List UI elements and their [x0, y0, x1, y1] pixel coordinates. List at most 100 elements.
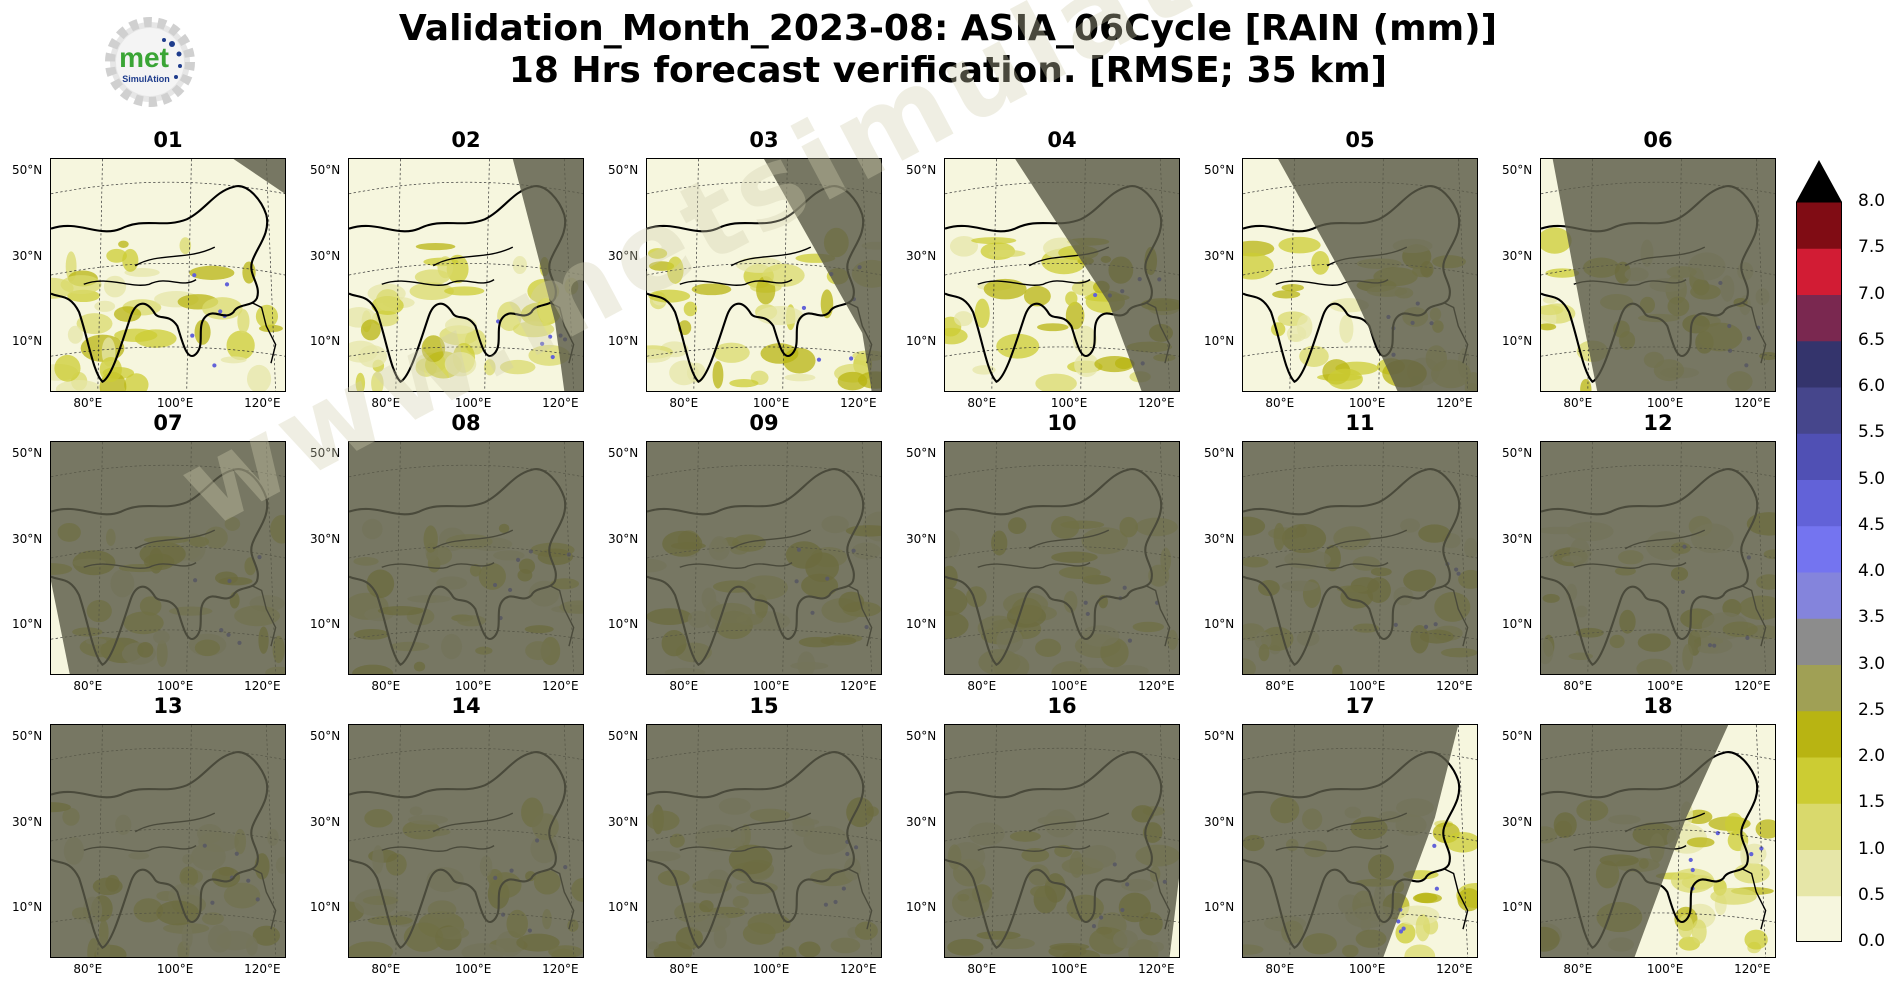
- colorbar-segment: [1796, 479, 1842, 527]
- lon-tick-label: 100°E: [454, 962, 492, 976]
- colorbar-segment: [1796, 849, 1842, 897]
- lon-tick-label: 80°E: [73, 396, 103, 410]
- lon-tick-label: 100°E: [1050, 962, 1088, 976]
- panel-title: 11: [1345, 411, 1375, 435]
- map-panel: [348, 441, 584, 675]
- lat-tick-label: 10°N: [310, 333, 341, 348]
- lon-tick-label: 80°E: [73, 679, 103, 693]
- map-panel: [1242, 724, 1478, 958]
- lat-tick-label: 30°N: [906, 532, 937, 547]
- lat-tick-label: 10°N: [1204, 616, 1235, 631]
- colorbar-tick-label: 1.0: [1858, 838, 1886, 859]
- colorbar-segment: [1796, 248, 1842, 295]
- map-panel: [1540, 441, 1776, 675]
- lat-tick-label: 10°N: [310, 616, 341, 631]
- lat-tick-label: 30°N: [1204, 249, 1235, 264]
- lat-tick-label: 30°N: [1502, 815, 1533, 830]
- colorbar-segment: [1796, 387, 1842, 434]
- lon-tick-label: 80°E: [1563, 679, 1593, 693]
- lon-tick-label: 100°E: [1646, 679, 1684, 693]
- map-panel: [944, 724, 1180, 958]
- colorbar-segment: [1796, 525, 1842, 573]
- lon-tick-label: 120°E: [1734, 679, 1771, 693]
- panel-title: 14: [451, 694, 481, 718]
- map-panel: [1540, 158, 1776, 392]
- panel-title: 12: [1643, 411, 1673, 435]
- lon-tick-label: 100°E: [1348, 679, 1386, 693]
- map-panel: [50, 724, 286, 958]
- map-panel: [1540, 724, 1776, 958]
- lon-tick-label: 100°E: [1646, 962, 1684, 976]
- lat-tick-label: 50°N: [310, 728, 341, 743]
- lon-tick-label: 80°E: [967, 396, 997, 410]
- panel-title: 03: [749, 128, 779, 152]
- lon-tick-label: 100°E: [1050, 679, 1088, 693]
- lat-tick-label: 30°N: [12, 249, 43, 264]
- map-panel: [646, 724, 882, 958]
- lon-tick-label: 120°E: [542, 962, 579, 976]
- colorbar-tick-label: 7.5: [1858, 237, 1886, 258]
- panel-title: 05: [1345, 128, 1375, 152]
- map-panel: [646, 441, 882, 675]
- colorbar-tick-label: 4.0: [1858, 561, 1886, 581]
- lon-tick-label: 80°E: [669, 962, 699, 976]
- panel-title: 16: [1047, 694, 1077, 718]
- lon-tick-label: 120°E: [840, 679, 877, 693]
- lat-tick-label: 10°N: [12, 899, 43, 914]
- map-panel: [348, 724, 584, 958]
- lat-tick-label: 50°N: [12, 162, 43, 177]
- lon-tick-label: 120°E: [542, 679, 579, 693]
- colorbar-segment: [1796, 618, 1842, 665]
- lat-tick-label: 10°N: [1502, 899, 1533, 914]
- lat-tick-label: 30°N: [608, 249, 639, 264]
- lon-tick-label: 120°E: [1138, 396, 1175, 410]
- lon-tick-label: 120°E: [1734, 396, 1771, 410]
- lon-tick-label: 120°E: [1138, 679, 1175, 693]
- lon-tick-label: 100°E: [1050, 396, 1088, 410]
- lon-tick-label: 100°E: [1348, 962, 1386, 976]
- lon-tick-label: 80°E: [1265, 962, 1295, 976]
- lat-tick-label: 50°N: [906, 445, 937, 460]
- map-panel: [1242, 158, 1478, 392]
- lat-tick-label: 50°N: [1502, 445, 1533, 460]
- colorbar-segment: [1796, 572, 1842, 619]
- lat-tick-label: 10°N: [906, 616, 937, 631]
- lat-tick-label: 10°N: [12, 333, 43, 348]
- panel-title: 13: [153, 694, 183, 718]
- lon-tick-label: 80°E: [371, 679, 401, 693]
- lat-tick-label: 30°N: [608, 815, 639, 830]
- lat-tick-label: 30°N: [1204, 532, 1235, 547]
- lon-tick-label: 120°E: [1138, 962, 1175, 976]
- colorbar-segment: [1796, 757, 1842, 804]
- colorbar-tick-label: 3.5: [1858, 607, 1886, 628]
- lon-tick-label: 80°E: [1563, 962, 1593, 976]
- lon-tick-label: 80°E: [1265, 396, 1295, 410]
- lon-tick-label: 80°E: [669, 396, 699, 410]
- lon-tick-label: 80°E: [73, 962, 103, 976]
- colorbar-segment: [1796, 664, 1842, 712]
- lat-tick-label: 50°N: [1502, 162, 1533, 177]
- lon-tick-label: 100°E: [752, 679, 790, 693]
- lat-tick-label: 50°N: [608, 445, 639, 460]
- lat-tick-label: 50°N: [310, 162, 341, 177]
- lat-tick-label: 10°N: [906, 899, 937, 914]
- map-panel: [944, 441, 1180, 675]
- gear-logo-icon: met SimulAtion: [105, 17, 195, 107]
- colorbar-segment: [1796, 340, 1842, 388]
- lat-tick-label: 50°N: [906, 728, 937, 743]
- lat-tick-label: 50°N: [1204, 162, 1235, 177]
- lon-tick-label: 120°E: [1734, 962, 1771, 976]
- lon-tick-label: 120°E: [244, 679, 281, 693]
- lon-tick-label: 100°E: [454, 679, 492, 693]
- lat-tick-label: 50°N: [906, 162, 937, 177]
- map-panel: [50, 441, 286, 675]
- panel-title: 07: [153, 411, 183, 435]
- colorbar-tick-label: 8.0: [1858, 191, 1886, 211]
- lat-tick-label: 50°N: [12, 445, 43, 460]
- lon-tick-label: 120°E: [1436, 396, 1473, 410]
- lon-tick-label: 80°E: [669, 679, 699, 693]
- map-panel: [348, 158, 584, 392]
- colorbar-tick-label: 5.5: [1858, 422, 1886, 443]
- lon-tick-label: 100°E: [454, 396, 492, 410]
- lon-tick-label: 120°E: [542, 396, 579, 410]
